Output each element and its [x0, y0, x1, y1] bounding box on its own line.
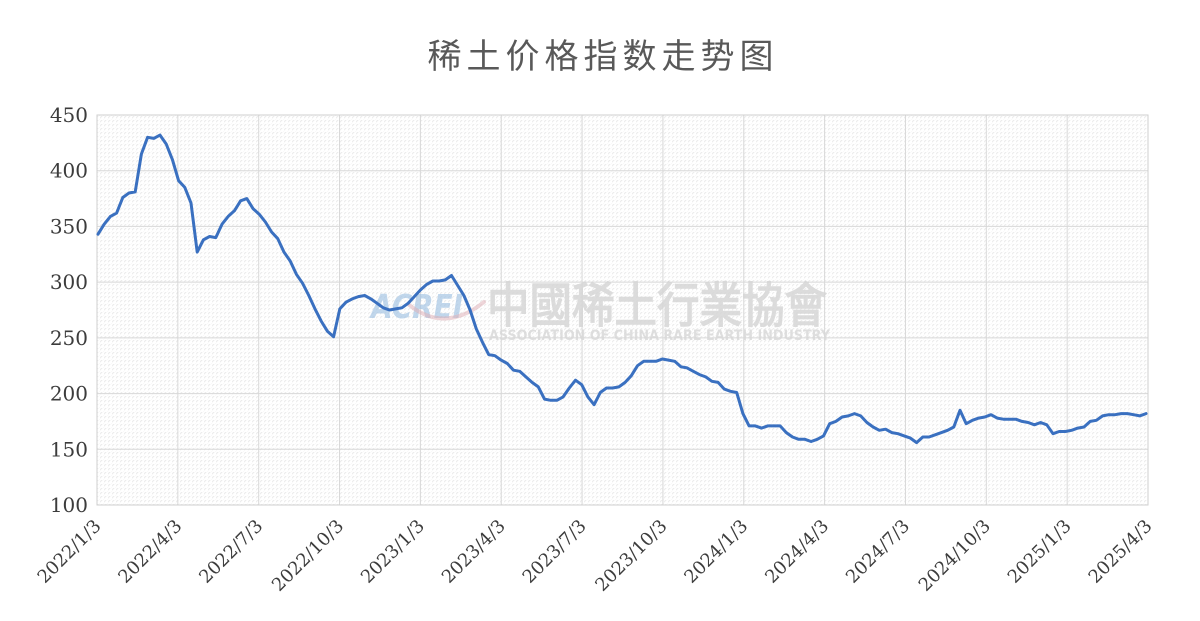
x-tick-label: 2022/7/3 [195, 516, 267, 588]
x-tick-label: 2023/1/3 [357, 516, 429, 588]
y-tick-label: 350 [50, 214, 88, 238]
watermark: ACREI 中國稀土行業協會 ASSOCIATION OF CHINA RARE… [368, 278, 830, 344]
watermark-en-name: ASSOCIATION OF CHINA RARE EARTH INDUSTRY [489, 328, 831, 344]
x-tick-label: 2023/4/3 [438, 516, 510, 588]
x-tick-label: 2024/1/3 [680, 516, 752, 588]
x-tick-label: 2022/4/3 [114, 516, 186, 588]
plot-border [96, 114, 1149, 506]
x-tick-label: 2024/10/3 [915, 516, 995, 596]
chart-title: 稀土价格指数走势图 [428, 37, 779, 77]
x-tick-label: 2024/7/3 [842, 516, 914, 588]
price-index-series [96, 133, 1148, 445]
x-tick-label: 2023/10/3 [591, 516, 671, 596]
x-tick-label: 2022/10/3 [268, 516, 348, 596]
x-tick-label: 2024/4/3 [761, 516, 833, 588]
y-tick-label: 100 [50, 493, 88, 517]
watermark-swoosh-icon [406, 300, 486, 321]
y-tick-label: 200 [50, 382, 88, 406]
y-tick-label: 300 [50, 270, 88, 294]
x-tick-label: 2023/7/3 [519, 516, 591, 588]
y-tick-label: 400 [50, 159, 88, 183]
x-tick-label: 2022/1/3 [34, 516, 106, 588]
y-tick-label: 450 [50, 103, 88, 127]
x-tick-label: 2025/1/3 [1004, 516, 1076, 588]
plot-area [97, 115, 1148, 505]
price-index-line [96, 133, 1148, 445]
watermark-cn-name: 中國稀土行業協會 [487, 278, 828, 334]
y-tick-label: 150 [50, 437, 88, 461]
gridlines [97, 115, 1148, 505]
y-tick-label: 250 [50, 326, 88, 350]
x-tick-label: 2025/4/3 [1085, 516, 1157, 588]
